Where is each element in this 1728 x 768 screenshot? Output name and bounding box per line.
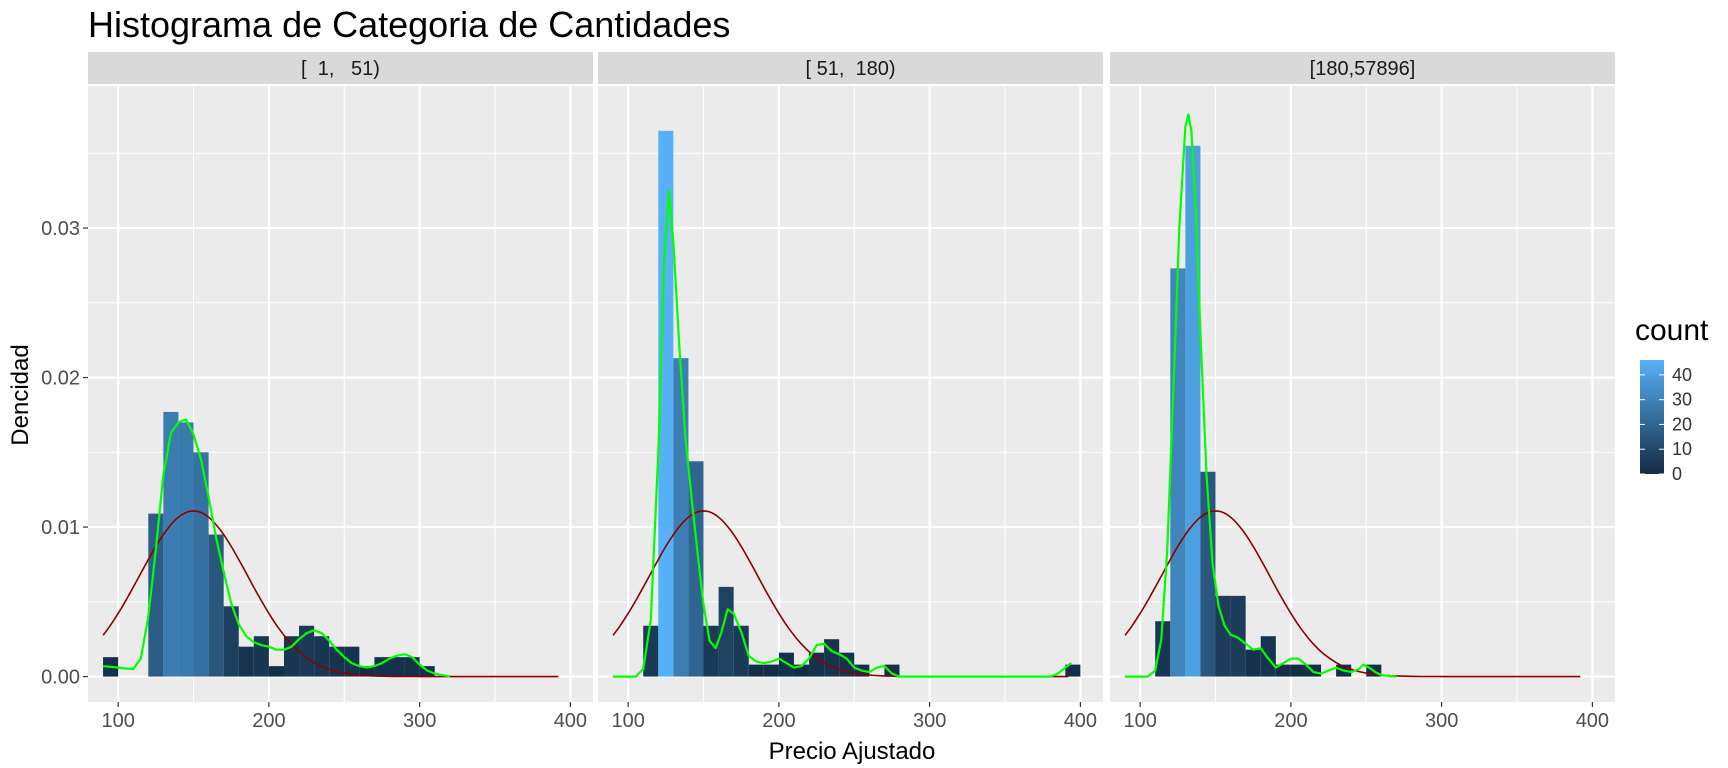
legend-tick-label: 40 — [1672, 365, 1692, 385]
facet-strip — [1110, 52, 1615, 84]
histogram-bar — [809, 652, 825, 677]
histogram-bar — [748, 664, 764, 677]
x-tick-label: 300 — [913, 710, 946, 732]
histogram-bar — [763, 664, 779, 677]
y-axis: 0.00 0.01 0.02 0.03 — [41, 218, 88, 689]
histogram-bar — [1275, 664, 1291, 677]
x-tick-label: 100 — [1123, 710, 1156, 732]
histogram-bar — [314, 636, 330, 677]
y-tick-label: 0.01 — [41, 517, 80, 539]
legend-colorbar — [1640, 360, 1664, 474]
chart-title: Histograma de Categoria de Cantidades — [88, 4, 730, 45]
x-tick-label: 400 — [554, 710, 587, 732]
histogram-bar — [283, 636, 300, 677]
histogram-bar — [884, 664, 900, 677]
y-tick-label: 0.02 — [41, 368, 80, 390]
histogram-bar — [1215, 595, 1231, 677]
x-tick-label: 300 — [403, 710, 436, 732]
legend-title: count — [1635, 314, 1709, 347]
histogram-bar — [1170, 268, 1186, 677]
legend-tick-label: 10 — [1672, 439, 1692, 459]
x-tick-label: 400 — [1064, 710, 1097, 732]
color-legend: count 0 10 20 30 40 — [1635, 314, 1709, 484]
x-tick-label: 400 — [1576, 710, 1609, 732]
legend-tick-label: 0 — [1672, 464, 1682, 484]
facet-panel-1: [ 1, 51) 100 200 300 400 — [88, 52, 593, 732]
x-tick-label: 300 — [1425, 710, 1458, 732]
x-tick-label: 200 — [252, 710, 285, 732]
histogram-bar — [1065, 664, 1081, 677]
facet-strip-label: [ 1, 51) — [301, 58, 380, 80]
histogram-bar — [1290, 664, 1306, 677]
histogram-bar — [268, 666, 284, 677]
kde-density-line — [102, 418, 451, 678]
facet-panels: [ 1, 51) 100 200 300 400 [ 51, 180) 100 200 300 4… — [88, 52, 1615, 732]
histogram-bar — [208, 534, 224, 677]
x-tick-label: 200 — [1274, 710, 1307, 732]
facet-strip-label: [ 51, 180) — [805, 58, 895, 80]
facet-strip-label: [180,57896] — [1310, 58, 1416, 80]
histogram-bar — [1230, 595, 1246, 677]
histogram-bar — [793, 664, 810, 677]
histogram-bar — [718, 586, 734, 677]
facet-strip — [88, 52, 593, 84]
histogram-bar — [703, 625, 719, 677]
histogram-bar — [238, 646, 254, 677]
y-axis-title: Dencidad — [7, 344, 34, 445]
x-tick-label: 100 — [611, 710, 644, 732]
histogram-bar — [404, 657, 420, 677]
histogram-bar — [299, 625, 315, 677]
histogram-bar — [178, 422, 194, 677]
histogram-bar — [389, 657, 405, 677]
x-tick-label: 100 — [101, 710, 134, 732]
kde-density-line — [613, 189, 1072, 678]
histogram-bar — [778, 652, 794, 677]
histogram-bar — [673, 358, 689, 677]
histogram-bar — [344, 646, 360, 677]
facet-panel-2: [ 51, 180) 100 200 300 400 — [598, 52, 1103, 732]
normal-density-line — [1124, 510, 1581, 678]
histogram-bar — [193, 452, 209, 677]
y-tick-label: 0.03 — [41, 218, 80, 240]
histogram-bar — [733, 625, 749, 677]
histogram-bar — [359, 666, 375, 677]
histogram-bar — [1155, 621, 1171, 677]
kde-density-line — [1125, 113, 1397, 678]
legend-tick-label: 30 — [1672, 390, 1692, 410]
facet-panel-3: [180,57896] 100 200 300 400 — [1110, 52, 1615, 732]
histogram-bar — [1185, 145, 1201, 677]
histogram-bar — [1200, 471, 1216, 677]
histogram-bar — [163, 411, 179, 677]
histogram-bar — [223, 606, 239, 677]
x-axis-title: Precio Ajustado — [769, 738, 936, 765]
x-tick-label: 200 — [762, 710, 795, 732]
histogram-bar — [1245, 649, 1261, 677]
y-tick-label: 0.00 — [41, 667, 80, 689]
legend-tick-label: 20 — [1672, 414, 1692, 434]
facet-strip — [598, 52, 1103, 84]
normal-density-line — [102, 510, 559, 678]
histogram-bar — [1260, 636, 1276, 677]
